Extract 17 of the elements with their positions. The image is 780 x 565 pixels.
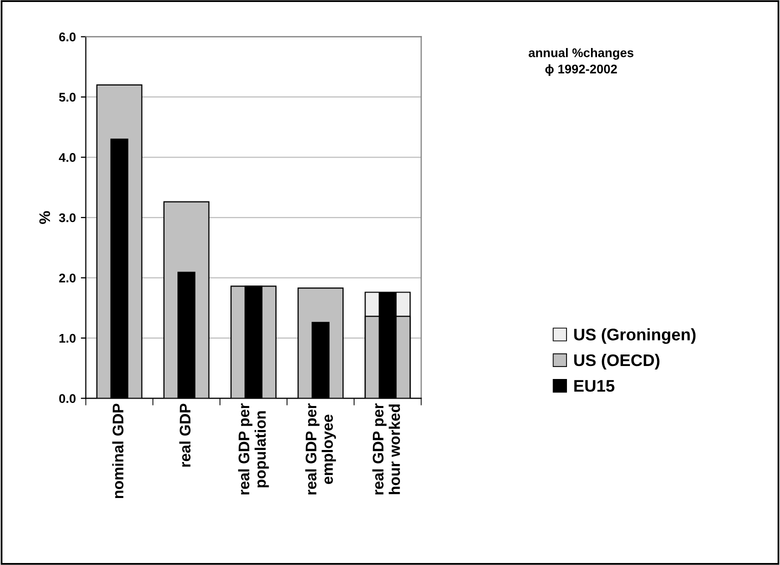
y-axis-title: %: [39, 211, 50, 224]
y-tick-label: 4.0: [58, 153, 76, 162]
text: annual %changes ϕ 1992-2002: [528, 48, 634, 76]
y-tick-label: 0.0: [59, 394, 76, 403]
x-tick-label: real GDP per hour worked: [372, 403, 400, 494]
y-tick-label: 5.0: [59, 92, 76, 102]
y-tick-label: 1.0: [59, 334, 76, 343]
y-tick-label: 3.0: [58, 213, 76, 222]
y-tick-label: 2.0: [59, 274, 76, 282]
y-tick-label: 6.0: [59, 32, 76, 42]
x-tick-label: nominal GDP: [112, 404, 124, 498]
legend-label: US (Groningen): [574, 328, 696, 344]
x-tick-label: real GDP per employee: [305, 403, 336, 494]
legend-label: EU15: [574, 380, 614, 392]
x-tick-label: real GDP per population: [238, 403, 269, 494]
legend-label: US (OECD): [574, 354, 660, 370]
x-tick-label: real GDP: [179, 404, 191, 467]
